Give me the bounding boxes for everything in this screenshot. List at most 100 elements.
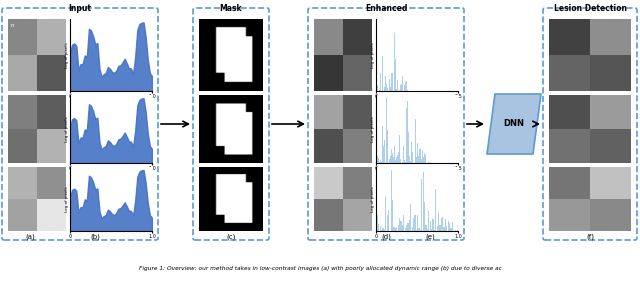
- Bar: [378, 158, 379, 163]
- Bar: [454, 230, 456, 231]
- Bar: [382, 228, 383, 231]
- Bar: [420, 148, 421, 163]
- Bar: [390, 156, 391, 163]
- Y-axis label: Log of pixels: Log of pixels: [65, 42, 68, 68]
- Bar: [401, 221, 402, 231]
- Bar: [390, 170, 392, 231]
- Bar: [421, 159, 422, 163]
- Text: Enhanced: Enhanced: [365, 4, 407, 13]
- Text: Lesion Detection: Lesion Detection: [554, 4, 627, 13]
- Bar: [387, 130, 388, 163]
- Y-axis label: Log of pixels: Log of pixels: [371, 42, 374, 68]
- Bar: [411, 142, 412, 163]
- Bar: [388, 210, 389, 231]
- Y-axis label: Log of pixels: Log of pixels: [371, 186, 374, 212]
- Text: Input: Input: [68, 4, 92, 13]
- Bar: [414, 215, 415, 231]
- Bar: [458, 230, 459, 231]
- Bar: [406, 108, 407, 163]
- Bar: [415, 119, 416, 163]
- Bar: [452, 222, 453, 231]
- Bar: [395, 228, 396, 231]
- Bar: [446, 226, 447, 231]
- Y-axis label: Log of pixels: Log of pixels: [65, 186, 68, 212]
- FancyBboxPatch shape: [543, 8, 637, 240]
- Bar: [423, 157, 424, 163]
- Text: Figure 1: Overview: our method takes in low-contrast images (a) with poorly allo: Figure 1: Overview: our method takes in …: [139, 266, 501, 271]
- Bar: [380, 226, 381, 231]
- Text: DNN: DNN: [504, 119, 525, 128]
- Bar: [407, 223, 408, 231]
- Bar: [413, 150, 414, 163]
- Bar: [385, 196, 387, 231]
- Bar: [398, 152, 399, 163]
- Bar: [410, 204, 412, 231]
- FancyBboxPatch shape: [308, 8, 464, 240]
- Bar: [376, 146, 378, 163]
- Bar: [431, 229, 432, 231]
- Y-axis label: Log of pixels: Log of pixels: [65, 116, 68, 142]
- Bar: [399, 218, 400, 231]
- Bar: [422, 172, 424, 231]
- Bar: [410, 161, 411, 163]
- Bar: [447, 221, 449, 231]
- Text: (d): (d): [381, 233, 391, 239]
- Bar: [403, 214, 404, 231]
- Bar: [400, 159, 401, 163]
- Bar: [441, 218, 442, 231]
- Bar: [392, 200, 394, 231]
- Bar: [403, 146, 404, 163]
- Bar: [417, 215, 419, 231]
- FancyBboxPatch shape: [2, 8, 158, 240]
- Y-axis label: Log of pixels: Log of pixels: [371, 116, 374, 142]
- Bar: [396, 228, 397, 231]
- Bar: [404, 228, 406, 231]
- Bar: [449, 223, 451, 231]
- Bar: [439, 225, 440, 231]
- Text: (a): (a): [25, 233, 35, 239]
- Bar: [397, 225, 399, 231]
- Bar: [418, 156, 419, 163]
- Bar: [380, 160, 381, 163]
- Bar: [438, 212, 439, 231]
- Bar: [412, 152, 413, 163]
- Bar: [444, 227, 445, 231]
- Bar: [384, 140, 385, 163]
- Polygon shape: [487, 94, 541, 154]
- Bar: [427, 229, 428, 231]
- Bar: [402, 225, 403, 231]
- Text: (b): (b): [90, 233, 100, 239]
- Bar: [430, 162, 431, 163]
- Bar: [426, 225, 427, 231]
- FancyBboxPatch shape: [193, 8, 269, 240]
- Bar: [393, 157, 394, 163]
- Text: (f): (f): [586, 233, 594, 239]
- Bar: [406, 225, 407, 231]
- Bar: [384, 230, 385, 231]
- Bar: [428, 162, 429, 163]
- Bar: [391, 149, 392, 163]
- Bar: [381, 230, 382, 231]
- Bar: [436, 226, 438, 231]
- Text: (e): (e): [425, 233, 435, 239]
- Bar: [405, 162, 406, 163]
- Bar: [407, 101, 408, 163]
- Bar: [396, 157, 397, 163]
- Bar: [387, 215, 388, 231]
- Bar: [394, 146, 395, 163]
- Bar: [442, 217, 444, 231]
- Bar: [425, 155, 426, 163]
- Bar: [421, 179, 422, 231]
- Bar: [435, 189, 436, 231]
- Bar: [422, 150, 423, 163]
- Bar: [426, 154, 428, 163]
- Text: Mask: Mask: [220, 4, 243, 13]
- Bar: [409, 156, 410, 163]
- Text: (c): (c): [227, 233, 236, 239]
- Bar: [451, 228, 452, 231]
- Bar: [420, 230, 421, 231]
- Bar: [386, 98, 387, 163]
- Bar: [394, 227, 395, 231]
- Bar: [378, 224, 380, 231]
- Bar: [395, 160, 396, 163]
